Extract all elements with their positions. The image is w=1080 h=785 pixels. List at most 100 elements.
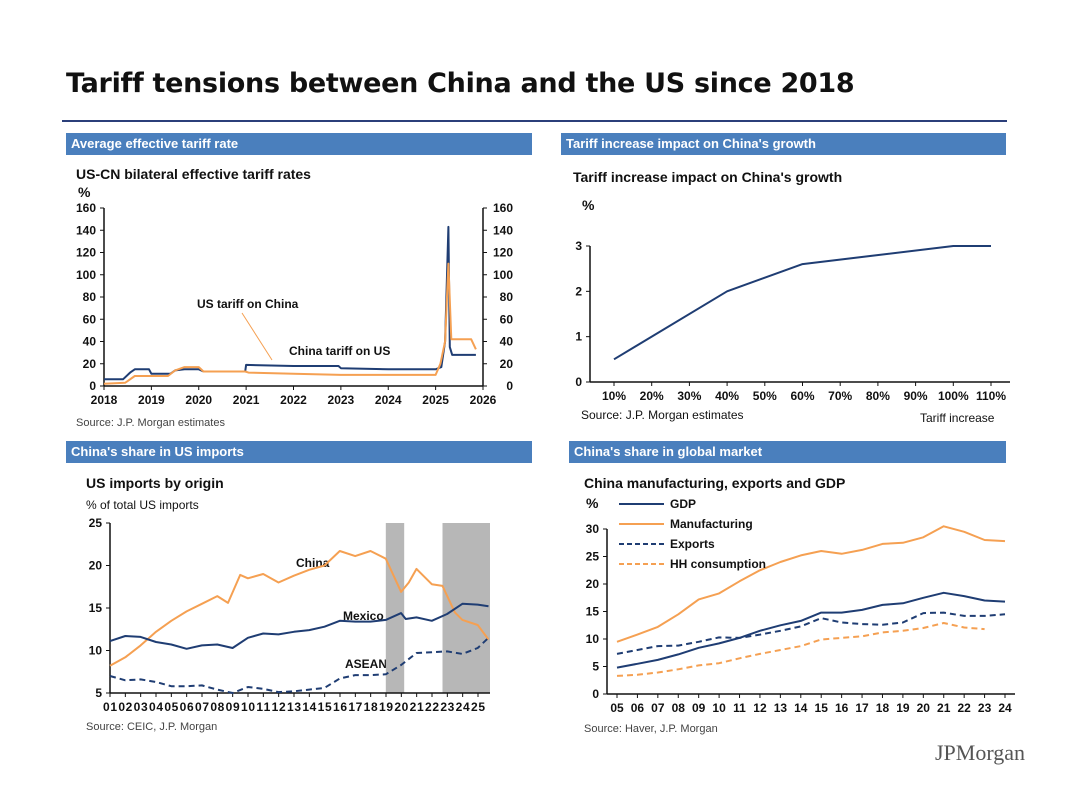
annotation-arrow bbox=[241, 312, 273, 361]
panel-header-tariff-rate: Average effective tariff rate bbox=[66, 133, 532, 155]
x-tick-label: 2022 bbox=[280, 393, 307, 407]
x-tick-label: 15 bbox=[318, 700, 332, 714]
x-tick-label: 11 bbox=[733, 701, 746, 715]
y-tick-label: 20 bbox=[83, 357, 97, 371]
y-tick-label-right: 140 bbox=[493, 223, 513, 237]
annotation-us-tariff: US tariff on China bbox=[197, 297, 299, 311]
panel-header-us-imports: China's share in US imports bbox=[66, 441, 532, 463]
x-tick-label: 22 bbox=[957, 701, 971, 715]
x-tick-label: 2025 bbox=[422, 393, 449, 407]
x-tick-label: 100% bbox=[938, 389, 969, 403]
y-tick-label-right: 120 bbox=[493, 246, 513, 260]
y-unit: % bbox=[78, 184, 91, 200]
chart-title: Tariff increase impact on China's growth bbox=[573, 169, 843, 185]
x-tick-label: 90% bbox=[904, 389, 928, 403]
x-tick-label: 03 bbox=[134, 700, 148, 714]
source-note: Source: Haver, J.P. Morgan bbox=[584, 723, 718, 735]
x-tick-label: 14 bbox=[794, 701, 808, 715]
x-tick-label: 07 bbox=[651, 701, 665, 715]
series-line-manufacturing bbox=[616, 525, 1006, 643]
y-unit: % bbox=[582, 197, 595, 213]
x-tick-label: 25 bbox=[471, 700, 485, 714]
source-note: Source: J.P. Morgan estimates bbox=[76, 417, 225, 429]
y-tick-label: 3 bbox=[575, 239, 582, 253]
source-note: Source: CEIC, J.P. Morgan bbox=[86, 721, 218, 733]
x-tick-label: 01 bbox=[103, 700, 117, 714]
y-unit: % of total US imports bbox=[86, 498, 199, 512]
legend-label: GDP bbox=[670, 497, 696, 511]
x-tick-label: 06 bbox=[631, 701, 645, 715]
x-tick-label: 10 bbox=[241, 700, 255, 714]
legend-label: HH consumption bbox=[670, 557, 766, 571]
jpmorgan-logo: JPMorgan bbox=[935, 740, 1026, 765]
y-tick-label: 160 bbox=[76, 201, 96, 215]
x-tick-label: 10% bbox=[602, 389, 626, 403]
y-unit: % bbox=[586, 495, 599, 511]
x-tick-label: 17 bbox=[855, 701, 869, 715]
x-tick-label: 17 bbox=[348, 700, 362, 714]
x-tick-label: 22 bbox=[425, 700, 439, 714]
x-tick-label: 09 bbox=[226, 700, 240, 714]
x-tick-label: 30% bbox=[677, 389, 701, 403]
y-tick-label-right: 100 bbox=[493, 268, 513, 282]
x-tick-label: 16 bbox=[333, 700, 347, 714]
legend-label: Exports bbox=[670, 537, 715, 551]
x-tick-label: 02 bbox=[118, 700, 132, 714]
x-tick-label: 2018 bbox=[91, 393, 118, 407]
y-tick-label-right: 80 bbox=[500, 290, 514, 304]
x-tick-label: 20 bbox=[394, 700, 408, 714]
y-tick-label: 10 bbox=[586, 632, 600, 646]
x-tick-label: 12 bbox=[272, 700, 286, 714]
x-tick-label: 16 bbox=[835, 701, 849, 715]
shaded-period bbox=[442, 523, 490, 693]
panel-header-growth-impact: Tariff increase impact on China's growth bbox=[561, 133, 1006, 155]
x-tick-label: 08 bbox=[672, 701, 686, 715]
y-tick-label: 15 bbox=[89, 601, 103, 615]
x-tick-label: 2019 bbox=[138, 393, 165, 407]
y-tick-label: 120 bbox=[76, 246, 96, 260]
x-tick-label: 07 bbox=[195, 700, 209, 714]
x-tick-label: 80% bbox=[866, 389, 890, 403]
series-line-exports bbox=[616, 611, 1006, 655]
x-tick-label: 2023 bbox=[328, 393, 355, 407]
x-tick-label: 14 bbox=[302, 700, 316, 714]
y-tick-label: 5 bbox=[95, 686, 102, 700]
x-tick-label: 05 bbox=[164, 700, 178, 714]
title-divider bbox=[62, 120, 1007, 122]
x-tick-label: 08 bbox=[210, 700, 224, 714]
source-note: Source: J.P. Morgan estimates bbox=[581, 408, 744, 422]
y-tick-label: 25 bbox=[89, 516, 103, 530]
y-tick-label: 2 bbox=[575, 284, 582, 298]
y-tick-label-right: 0 bbox=[506, 379, 513, 393]
x-tick-label: 70% bbox=[828, 389, 852, 403]
series-label-mexico: Mexico bbox=[343, 609, 384, 623]
x-tick-label: 18 bbox=[876, 701, 890, 715]
x-tick-label: 13 bbox=[774, 701, 788, 715]
x-tick-label: 2021 bbox=[233, 393, 260, 407]
x-tick-label: 110% bbox=[976, 389, 1006, 403]
x-tick-label: 12 bbox=[753, 701, 767, 715]
shaded-period bbox=[385, 523, 405, 693]
x-tick-label: 19 bbox=[379, 700, 393, 714]
y-tick-label: 0 bbox=[89, 379, 96, 393]
x-tick-label: 23 bbox=[440, 700, 454, 714]
y-tick-label: 40 bbox=[83, 335, 97, 349]
x-tick-label: 04 bbox=[149, 700, 163, 714]
y-tick-label-right: 40 bbox=[500, 335, 514, 349]
x-tick-label: 24 bbox=[998, 701, 1012, 715]
x-tick-label: 2026 bbox=[470, 393, 497, 407]
y-tick-label-right: 20 bbox=[500, 357, 514, 371]
series-line-growth-impact bbox=[613, 245, 991, 361]
x-tick-label: 21 bbox=[937, 701, 951, 715]
series-line-gdp bbox=[616, 591, 1006, 669]
y-tick-label: 140 bbox=[76, 223, 96, 237]
series-line-china bbox=[109, 550, 490, 667]
y-tick-label: 20 bbox=[586, 577, 600, 591]
y-tick-label: 1 bbox=[575, 330, 582, 344]
y-tick-label: 20 bbox=[89, 559, 103, 573]
chart-title: US-CN bilateral effective tariff rates bbox=[76, 166, 311, 182]
y-tick-label-right: 160 bbox=[493, 201, 513, 215]
x-tick-label: 23 bbox=[978, 701, 992, 715]
